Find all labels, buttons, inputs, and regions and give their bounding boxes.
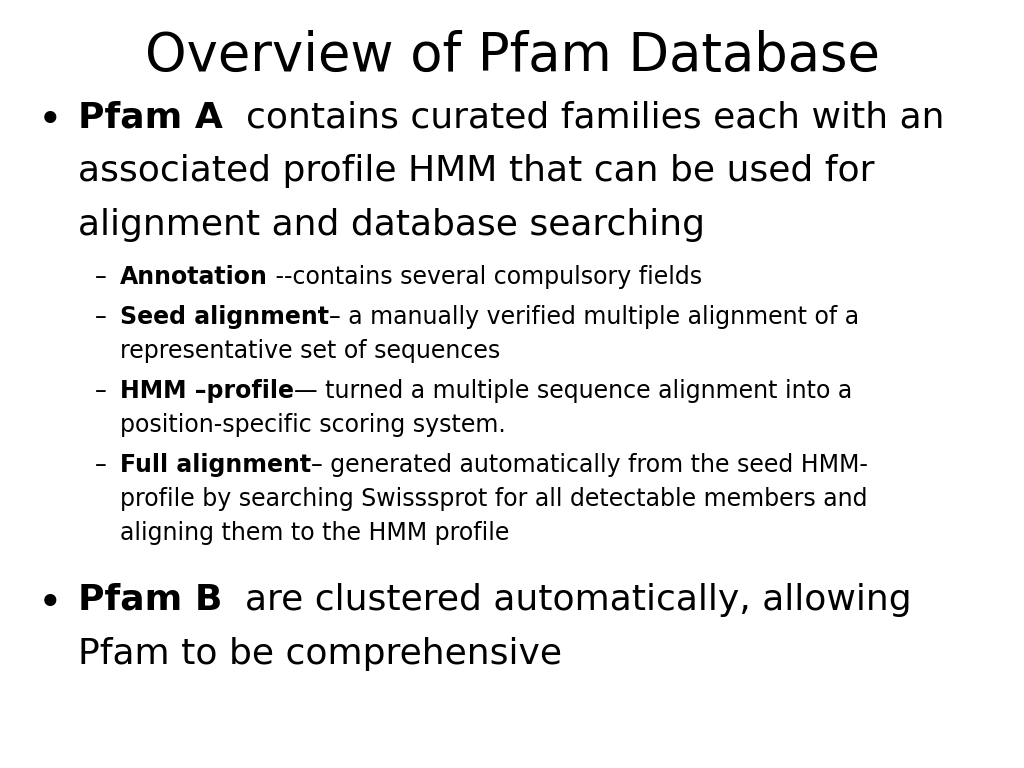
Text: –: – xyxy=(95,305,106,329)
Text: — turned a multiple sequence alignment into a: — turned a multiple sequence alignment i… xyxy=(294,379,852,402)
Text: aligning them to the HMM profile: aligning them to the HMM profile xyxy=(120,521,509,545)
Text: Annotation: Annotation xyxy=(120,265,268,289)
Text: •: • xyxy=(38,100,62,142)
Text: •: • xyxy=(38,583,62,625)
Text: are clustered automatically, allowing: are clustered automatically, allowing xyxy=(222,583,912,617)
Text: representative set of sequences: representative set of sequences xyxy=(120,339,501,362)
Text: –: – xyxy=(95,265,106,289)
Text: alignment and database searching: alignment and database searching xyxy=(78,208,705,242)
Text: Overview of Pfam Database: Overview of Pfam Database xyxy=(144,30,880,82)
Text: --contains several compulsory fields: --contains several compulsory fields xyxy=(268,265,702,289)
Text: Full alignment: Full alignment xyxy=(120,452,311,477)
Text: – a manually verified multiple alignment of a: – a manually verified multiple alignment… xyxy=(329,305,859,329)
Text: Pfam B: Pfam B xyxy=(78,583,222,617)
Text: position-specific scoring system.: position-specific scoring system. xyxy=(120,412,506,437)
Text: –: – xyxy=(95,379,106,402)
Text: Pfam A: Pfam A xyxy=(78,100,223,134)
Text: Pfam to be comprehensive: Pfam to be comprehensive xyxy=(78,637,562,670)
Text: Seed alignment: Seed alignment xyxy=(120,305,329,329)
Text: –: – xyxy=(95,452,106,477)
Text: HMM –profile: HMM –profile xyxy=(120,379,294,402)
Text: – generated automatically from the seed HMM-: – generated automatically from the seed … xyxy=(311,452,868,477)
Text: associated profile HMM that can be used for: associated profile HMM that can be used … xyxy=(78,154,874,188)
Text: contains curated families each with an: contains curated families each with an xyxy=(223,100,944,134)
Text: profile by searching Swisssprot for all detectable members and: profile by searching Swisssprot for all … xyxy=(120,487,867,511)
